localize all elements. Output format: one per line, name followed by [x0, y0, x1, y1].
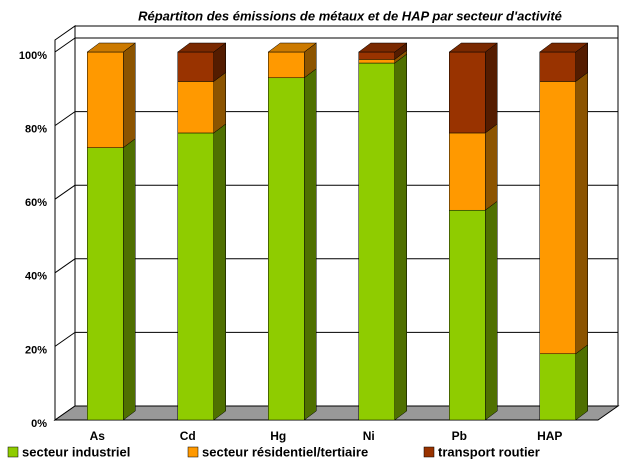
floor: [53, 405, 620, 421]
bar: [539, 81, 576, 355]
x-tick-label: Pb: [452, 429, 467, 443]
bar-side: [304, 68, 317, 421]
bar: [177, 51, 214, 82]
legend-label: secteur industriel: [22, 444, 130, 459]
bar-side: [485, 42, 498, 134]
legend-swatch: [7, 446, 19, 458]
x-tick-label: As: [90, 429, 106, 443]
bar: [87, 51, 124, 148]
legend-label: transport routier: [438, 444, 540, 459]
y-tick-label: 100%: [19, 50, 47, 62]
x-tick-label: Hg: [270, 429, 286, 443]
bar: [449, 209, 486, 421]
back-wall: [74, 25, 619, 407]
chart-title: Répartiton des émissions de métaux et de…: [138, 8, 562, 23]
x-tick-label: HAP: [537, 429, 562, 443]
y-tick-label: 60%: [25, 197, 47, 209]
bar: [177, 132, 214, 421]
bar-top: [267, 42, 317, 53]
legend-swatch: [187, 446, 199, 458]
bar-top: [358, 42, 408, 53]
bar-side: [485, 123, 498, 211]
side-wall: [54, 25, 76, 421]
bar-side: [394, 53, 407, 421]
bar-top: [177, 42, 227, 53]
y-tick-label: 0%: [31, 418, 47, 430]
y-tick-label: 40%: [25, 271, 47, 283]
bar-side: [213, 71, 226, 134]
bar: [449, 51, 486, 134]
grid-line: [54, 184, 76, 200]
bar: [449, 132, 486, 211]
bar: [358, 62, 395, 421]
bar: [268, 77, 305, 421]
grid-line: [54, 37, 76, 53]
bar: [358, 51, 395, 60]
grid-line: [54, 331, 76, 347]
bar-side: [485, 200, 498, 421]
legend-swatch: [423, 446, 435, 458]
grid-line: [54, 111, 76, 127]
bar-top: [86, 42, 136, 53]
bar: [358, 59, 395, 64]
bar-side: [123, 138, 136, 421]
bar-side: [213, 123, 226, 421]
bar: [539, 51, 576, 82]
grid-line: [54, 258, 76, 274]
legend-label: secteur résidentiel/tertiaire: [202, 444, 368, 459]
bar: [177, 81, 214, 134]
bar: [87, 147, 124, 421]
bar-top: [539, 42, 589, 53]
y-tick-label: 80%: [25, 124, 47, 136]
y-tick-label: 20%: [25, 344, 47, 356]
bar: [268, 51, 305, 79]
bar-side: [575, 344, 588, 421]
bar: [539, 353, 576, 421]
x-tick-label: Cd: [180, 429, 196, 443]
bar-side: [575, 71, 588, 355]
bar-top: [448, 42, 498, 53]
x-tick-label: Ni: [363, 429, 375, 443]
bar-side: [123, 42, 136, 149]
